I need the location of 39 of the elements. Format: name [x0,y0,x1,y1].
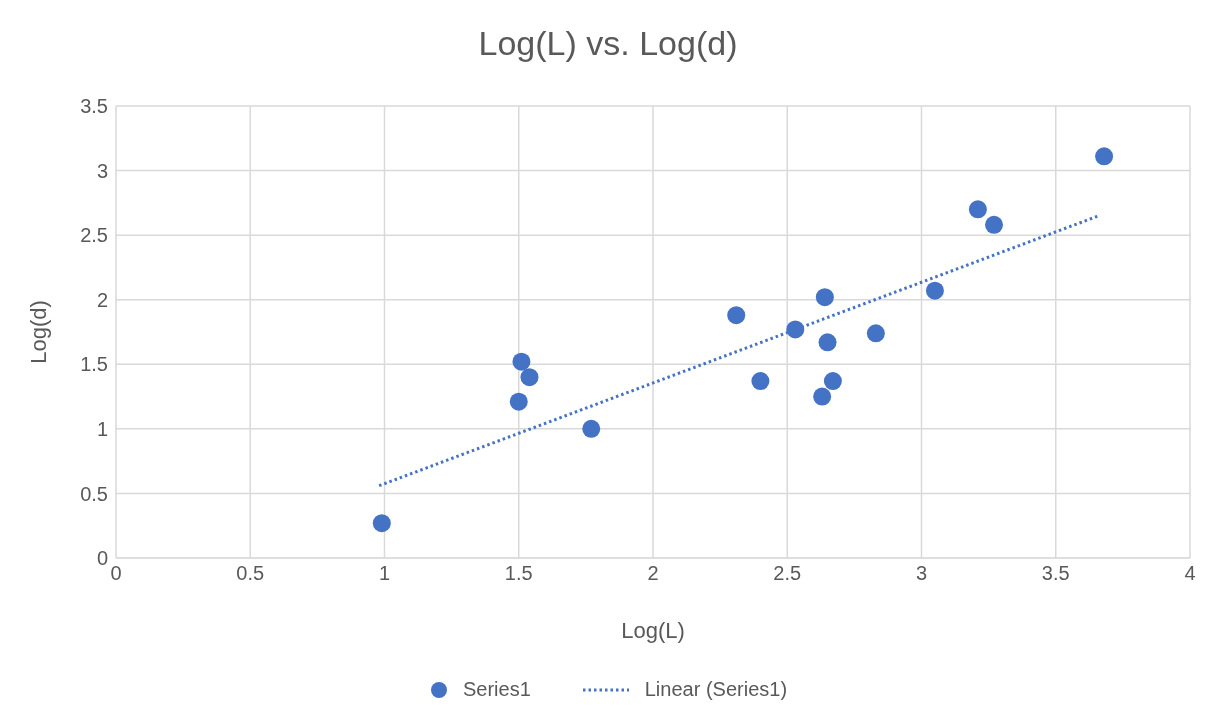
x-tick-label: 3 [915,562,928,585]
point [925,281,944,300]
point [751,372,770,391]
y-tick-label: 3 [96,159,108,182]
chart-title: Log(L) vs. Log(d) [477,23,739,64]
point [786,320,805,339]
y-tick-label: 2.5 [80,224,108,247]
x-tick-label: 0 [110,562,122,585]
point [985,215,1003,234]
x-tick-label: 1.5 [504,562,533,585]
x-tick-label: 3.5 [1041,562,1070,585]
point [372,514,391,533]
point [968,200,987,219]
x-tick-label: 2 [647,562,659,585]
point [512,352,531,371]
point [1095,147,1114,166]
point [818,333,837,352]
point [823,372,842,391]
point [509,392,528,411]
y-tick-label: 2 [96,288,108,311]
y-tick-label: 0.5 [80,482,108,505]
legend-label: Series1 [462,678,531,701]
y-tick-label: 1.5 [80,353,108,376]
x-axis-title: Log(L) [621,618,685,643]
point [727,306,746,325]
y-axis-title: Log(d) [25,300,51,364]
x-tick-label: 1 [378,562,391,585]
y-tick-label: 3.5 [80,95,108,118]
point [582,419,601,438]
point [815,288,834,307]
y-tick-label: 0 [96,547,108,570]
point [520,368,539,387]
point [866,324,885,343]
y-tick-label: 1 [96,417,108,440]
x-tick-label: 0.5 [236,562,265,585]
x-tick-label: 4 [1184,562,1196,585]
legend-label: Linear (Series1) [644,678,788,701]
point [813,387,832,406]
x-tick-label: 2.5 [773,562,802,585]
